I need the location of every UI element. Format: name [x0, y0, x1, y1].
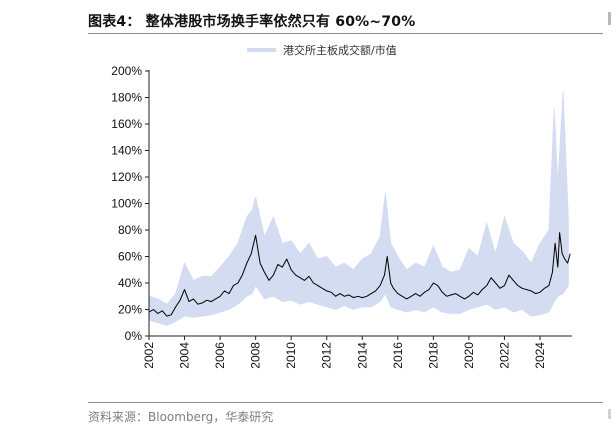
y-tick-label: 160%	[111, 117, 142, 131]
x-tick-label: 2020	[462, 342, 476, 369]
legend-entry: 港交所主板成交额/市值	[283, 43, 397, 57]
adjacent-figure-edge	[608, 12, 611, 25]
y-tick-label: 80%	[118, 223, 142, 237]
y-tick-label: 140%	[111, 144, 142, 158]
y-tick-label: 0%	[125, 329, 143, 343]
footer-divider	[88, 402, 603, 403]
adjacent-figure-edge-bottom	[608, 409, 611, 419]
x-tick-label: 2014	[355, 342, 369, 369]
x-tick-label: 2006	[213, 342, 227, 369]
x-tick-label: 2010	[284, 342, 298, 369]
x-tick-label: 2024	[533, 342, 547, 369]
x-tick-label: 2016	[391, 342, 405, 369]
x-tick-label: 2012	[320, 342, 334, 369]
y-tick-label: 60%	[118, 250, 142, 264]
y-tick-label: 100%	[111, 197, 142, 211]
legend: 港交所主板成交额/市值	[247, 43, 397, 57]
band-area	[148, 90, 569, 326]
series-line-path	[148, 232, 571, 317]
x-tick-label: 2018	[426, 342, 440, 369]
title-divider	[88, 33, 603, 34]
x-tick-label: 2022	[497, 342, 511, 369]
y-axis-ticks: 0% 20% 40% 60% 80% 100% 120% 140% 160% 180% 200%	[111, 64, 149, 343]
x-tick-label: 2004	[178, 342, 192, 369]
x-axis-ticks: 2002 2004 2006 2008 2010 2012 2014 2016 2018 2020…	[142, 336, 547, 369]
figure-title: 图表4： 整体港股市场换手率依然只有 60%~70%	[88, 14, 416, 30]
x-tick-label: 2002	[142, 342, 156, 369]
y-tick-label: 20%	[118, 303, 142, 317]
x-tick-label: 2008	[249, 342, 263, 369]
y-tick-label: 40%	[118, 276, 142, 290]
series-band	[148, 90, 569, 326]
series-line	[148, 232, 571, 317]
y-tick-label: 120%	[111, 170, 142, 184]
y-tick-label: 180%	[111, 91, 142, 105]
source-note: 资料来源：Bloomberg，华泰研究	[88, 410, 274, 424]
y-tick-label: 200%	[111, 64, 142, 78]
